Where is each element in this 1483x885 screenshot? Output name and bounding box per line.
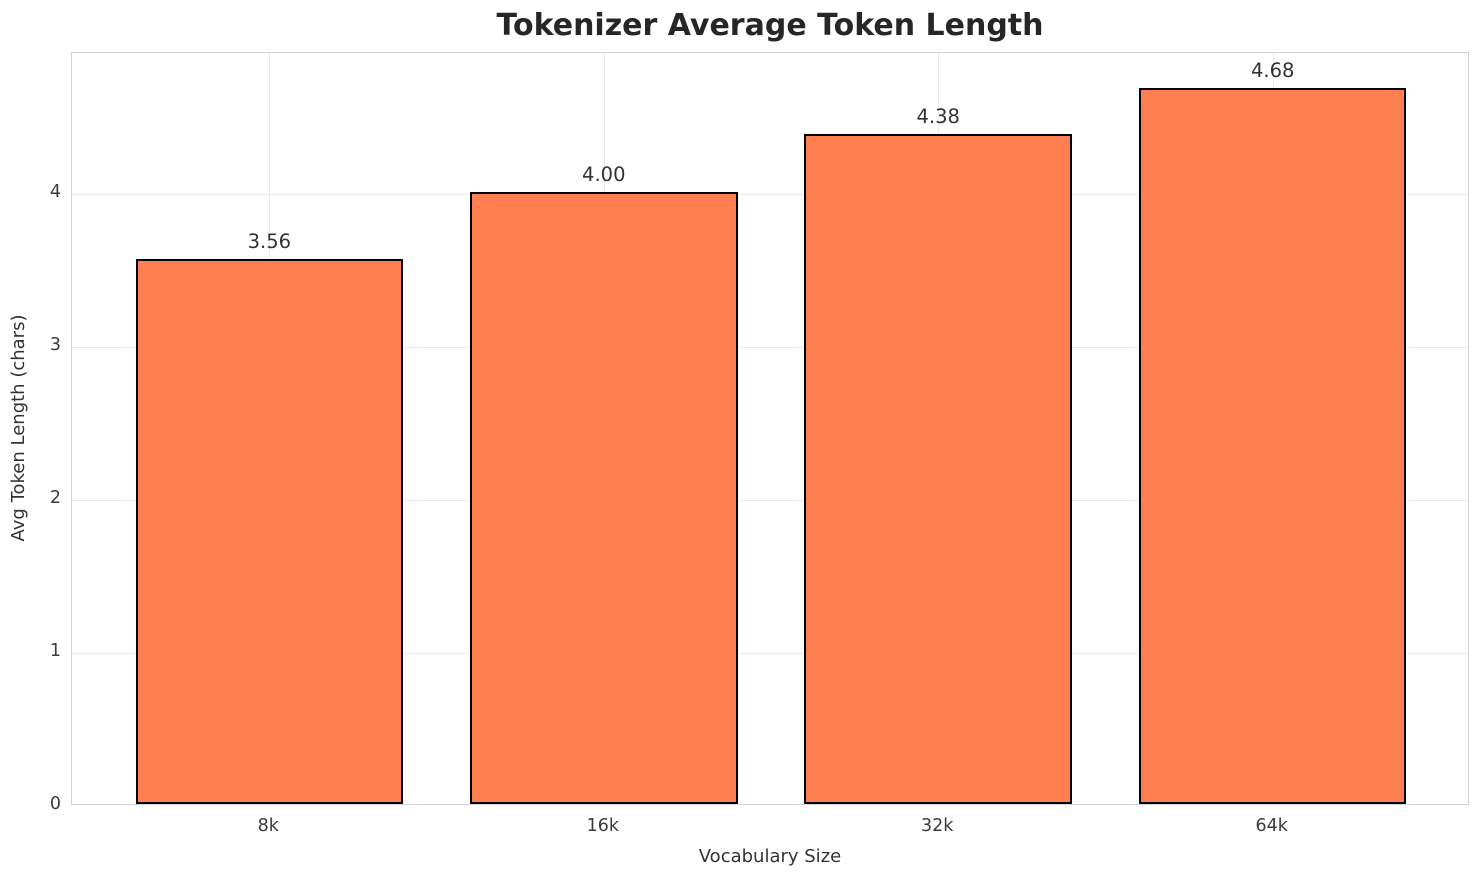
chart-title: Tokenizer Average Token Length bbox=[496, 8, 1044, 43]
x-tick-label-8k: 8k bbox=[257, 816, 279, 836]
bar-32k bbox=[804, 133, 1072, 804]
bar-value-label: 4.00 bbox=[582, 162, 626, 186]
y-tick-label: 1 bbox=[49, 640, 61, 661]
bar-64k bbox=[1138, 87, 1407, 804]
x-tick-label-16k: 16k bbox=[586, 816, 619, 836]
bar-16k bbox=[469, 191, 738, 804]
h-gridline bbox=[72, 346, 1468, 348]
x-tick-label-64k: 64k bbox=[1255, 816, 1288, 836]
bar-8k bbox=[135, 259, 404, 804]
y-tick-label: 2 bbox=[49, 487, 61, 508]
y-tick-label: 4 bbox=[49, 181, 61, 202]
h-gridline bbox=[72, 652, 1468, 654]
h-gridline bbox=[72, 499, 1468, 501]
y-tick-label: 3 bbox=[49, 334, 61, 355]
y-axis-label: Avg Token Length (chars) bbox=[8, 314, 29, 542]
bar-value-label: 3.56 bbox=[247, 230, 292, 254]
x-axis-label: Vocabulary Size bbox=[698, 846, 842, 867]
plot-area: 3.56 4.00 4.38 4.68 bbox=[71, 52, 1469, 805]
bar-value-label: 4.68 bbox=[1250, 58, 1295, 82]
x-tick-label-32k: 32k bbox=[921, 816, 954, 836]
bar-value-label: 4.38 bbox=[916, 104, 960, 128]
y-tick-label: 0 bbox=[49, 794, 61, 814]
h-gridline bbox=[72, 193, 1468, 195]
